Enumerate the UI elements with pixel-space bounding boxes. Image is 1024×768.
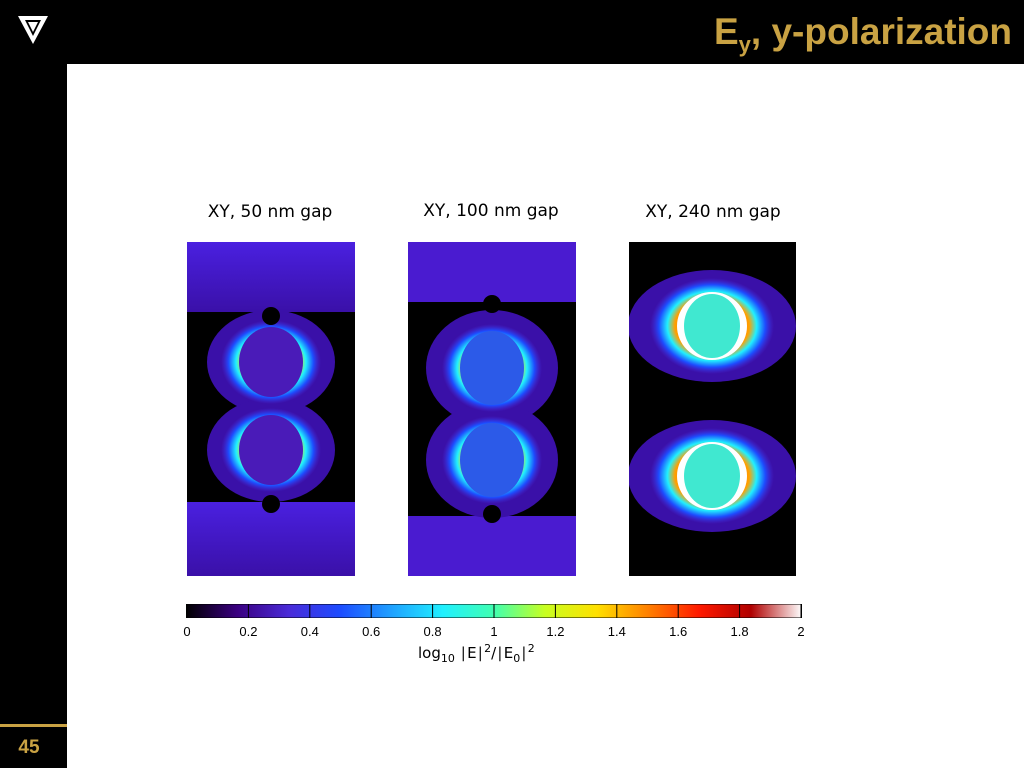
panel-label-100nm: XY, 100 nm gap	[423, 201, 559, 221]
colorbar-tick-label: 0.6	[362, 624, 381, 639]
left-sidebar	[0, 64, 67, 768]
page-number: 45	[18, 737, 40, 758]
colorbar-tick-label: 1.2	[546, 624, 565, 639]
colorbar	[186, 604, 802, 618]
colorbar-tick-label: 0.2	[239, 624, 258, 639]
colorbar-tick-label: 0.8	[423, 624, 442, 639]
field-map-50nm	[187, 242, 355, 576]
colorbar-axis-label: log10 ∣E∣2/∣E0∣2	[418, 642, 535, 665]
colorbar-tick-label: 1.6	[669, 624, 688, 639]
slide-title: Ey, y-polarization	[713, 11, 1012, 57]
panel-label-240nm: XY, 240 nm gap	[645, 202, 781, 222]
vanderbilt-v-logo-icon	[18, 16, 48, 44]
colorbar-tick-label: 1.4	[607, 624, 626, 639]
panel-label-50nm: XY, 50 nm gap	[207, 202, 333, 222]
sidebar-divider	[0, 724, 67, 727]
title-bar: Ey, y-polarization	[0, 0, 1024, 64]
colorbar-tick-label: 1.8	[730, 624, 749, 639]
colorbar-tick-label: 0.4	[300, 624, 319, 639]
colorbar-tick-label: 2	[797, 624, 805, 639]
field-map-100nm	[408, 242, 576, 576]
colorbar-tick-label: 0	[183, 624, 191, 639]
colorbar-tick-label: 1	[490, 624, 498, 639]
field-map-240nm	[629, 242, 796, 576]
